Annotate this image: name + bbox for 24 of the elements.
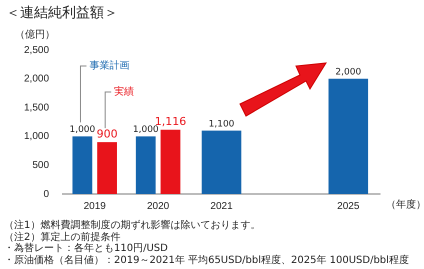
y-tick-label: 0 xyxy=(43,188,50,200)
y-tick-label: 2,500 xyxy=(24,44,50,56)
y-tick-label: 1,500 xyxy=(24,102,50,114)
data-label: 2,000 xyxy=(335,68,362,78)
y-tick-label: 1,000 xyxy=(24,131,50,142)
data-label: 900 xyxy=(96,128,118,141)
text: （注2）算定上の前提条件 xyxy=(4,232,122,242)
data-label: 1,100 xyxy=(208,119,235,130)
x-tick-label: 2021 xyxy=(210,200,234,212)
x-tick-label: 2020 xyxy=(146,200,170,212)
x-axis-title: （年度） xyxy=(386,198,424,211)
x-tick-label: 2019 xyxy=(84,200,106,212)
data-label: 1,000 xyxy=(69,125,96,136)
y-tick-label: 2,000 xyxy=(24,74,50,85)
x-tick-label: 2025 xyxy=(337,200,360,212)
text: （注1）燃料費調整制度の期ずれ影響は除いております。 xyxy=(4,220,262,232)
text: 実績 xyxy=(114,86,134,98)
y-axis-title: （億円） xyxy=(15,28,56,41)
chart-title: ＜連結純利益額＞ xyxy=(6,4,118,22)
text: 事業計画 xyxy=(89,60,130,72)
text: ・為替レート：各年とも110円/USD xyxy=(4,243,169,254)
y-tick-label: 500 xyxy=(32,160,50,171)
data-label: 1,000 xyxy=(132,125,159,136)
text: ・原油価格（名目値）：2019～2021年 平均65USD/bbl程度、2025年 100USD/bbl程度 xyxy=(4,254,409,266)
